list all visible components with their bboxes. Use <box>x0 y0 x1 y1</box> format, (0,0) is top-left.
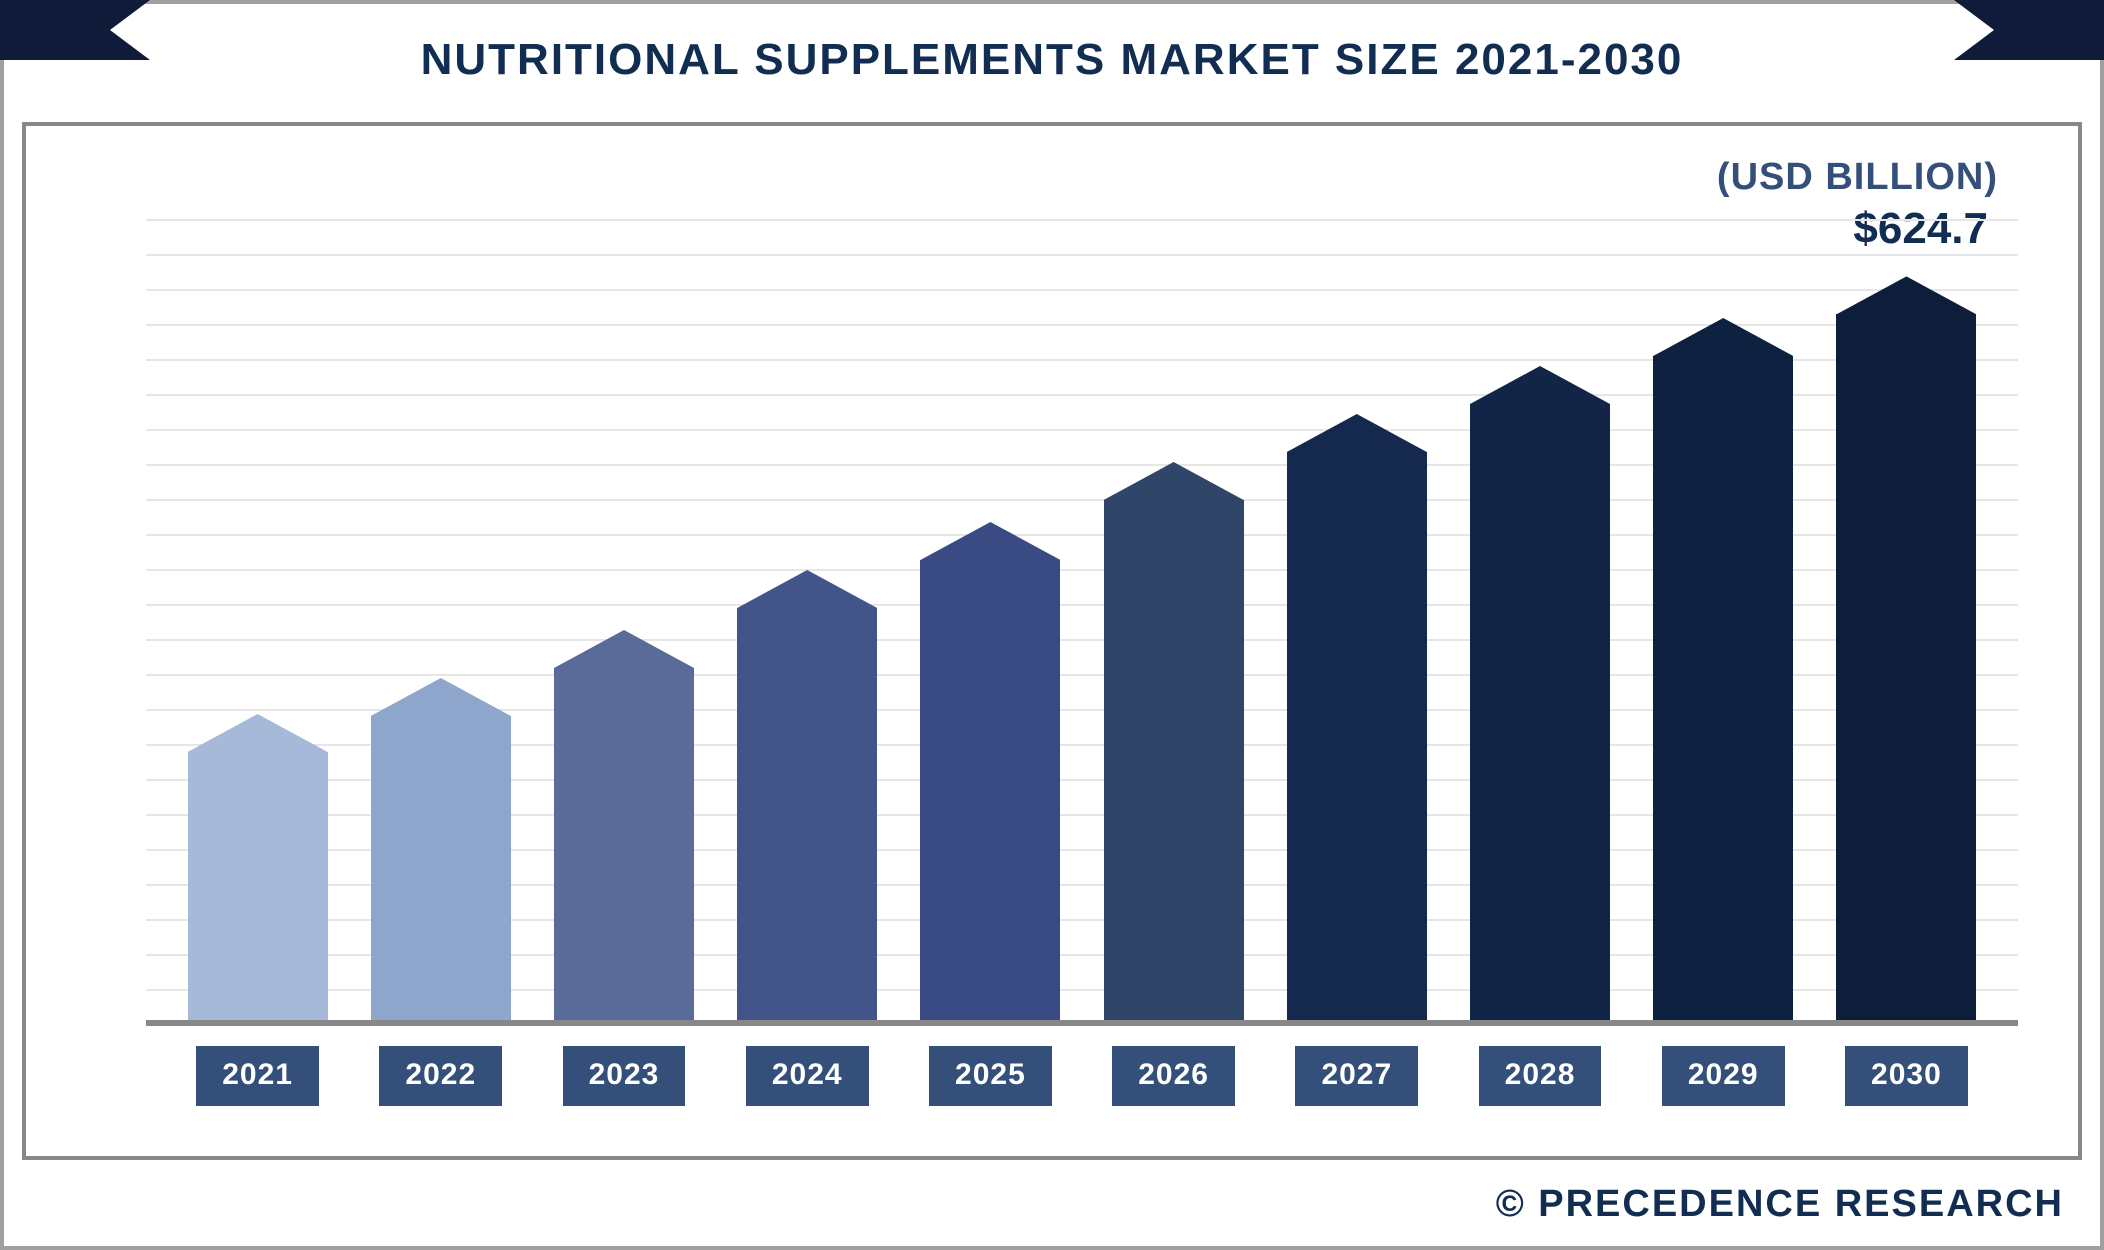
x-axis-label: 2026 <box>1082 1046 1265 1106</box>
x-axis-label: 2027 <box>1265 1046 1448 1106</box>
chart-bar <box>920 522 1060 1026</box>
x-axis-label-box: 2028 <box>1479 1046 1602 1106</box>
bar-cap <box>554 630 694 668</box>
bars-container <box>146 186 2018 1026</box>
x-axis-label-box: 2027 <box>1295 1046 1418 1106</box>
bar-body <box>1287 452 1427 1026</box>
x-axis-label-box: 2026 <box>1112 1046 1235 1106</box>
x-axis-label: 2022 <box>349 1046 532 1106</box>
x-axis-label: 2030 <box>1815 1046 1998 1106</box>
chart-bar <box>1470 366 1610 1026</box>
x-axis-label-box: 2030 <box>1845 1046 1968 1106</box>
plot-area <box>146 186 2018 1026</box>
x-axis-label-box: 2021 <box>196 1046 319 1106</box>
bar-body <box>1470 404 1610 1026</box>
x-axis-label-box: 2029 <box>1662 1046 1785 1106</box>
chart-bar <box>554 630 694 1026</box>
bar-cap <box>1104 462 1244 500</box>
bar-body <box>554 668 694 1026</box>
chart-title: NUTRITIONAL SUPPLEMENTS MARKET SIZE 2021… <box>421 35 1684 85</box>
bar-wrap <box>716 186 899 1026</box>
chart-bar <box>1287 414 1427 1026</box>
copyright-text: © PRECEDENCE RESEARCH <box>1496 1183 2064 1226</box>
x-axis-label: 2023 <box>532 1046 715 1106</box>
x-axis-label: 2029 <box>1632 1046 1815 1106</box>
bar-body <box>1836 314 1976 1026</box>
x-axis-label-box: 2025 <box>929 1046 1052 1106</box>
chart-bar <box>1104 462 1244 1026</box>
bar-body <box>1653 356 1793 1026</box>
bar-body <box>737 608 877 1026</box>
bar-wrap <box>1265 186 1448 1026</box>
chart-bar <box>188 714 328 1026</box>
bar-cap <box>920 522 1060 560</box>
x-axis-label-box: 2023 <box>563 1046 686 1106</box>
bar-cap <box>1287 414 1427 452</box>
bar-cap <box>1470 366 1610 404</box>
x-axis-labels: 2021 2022 2023 2024 2025 2026 2027 2028 2029 2030 <box>146 1046 2018 1106</box>
chart-bar <box>1836 276 1976 1026</box>
title-banner: NUTRITIONAL SUPPLEMENTS MARKET SIZE 2021… <box>0 20 2104 100</box>
bar-wrap <box>532 186 715 1026</box>
bar-wrap <box>1815 186 1998 1026</box>
x-axis-baseline <box>146 1020 2018 1026</box>
bar-wrap <box>1632 186 1815 1026</box>
bar-cap <box>371 678 511 716</box>
bar-wrap <box>166 186 349 1026</box>
bar-cap <box>1836 276 1976 314</box>
chart-bar <box>1653 318 1793 1026</box>
chart-bar <box>737 570 877 1026</box>
bar-body <box>920 560 1060 1026</box>
x-axis-label-box: 2022 <box>379 1046 502 1106</box>
bar-body <box>371 716 511 1026</box>
bar-wrap <box>1448 186 1631 1026</box>
bar-cap <box>1653 318 1793 356</box>
bar-cap <box>737 570 877 608</box>
x-axis-label: 2028 <box>1448 1046 1631 1106</box>
bar-body <box>188 752 328 1026</box>
bar-body <box>1104 500 1244 1026</box>
bar-wrap <box>349 186 532 1026</box>
x-axis-label-box: 2024 <box>746 1046 869 1106</box>
bar-wrap <box>1082 186 1265 1026</box>
bar-cap <box>188 714 328 752</box>
chart-frame: (USD BILLION) $624.7 2021202220232024202… <box>22 122 2082 1160</box>
x-axis-label: 2024 <box>716 1046 899 1106</box>
bar-wrap <box>899 186 1082 1026</box>
x-axis-label: 2025 <box>899 1046 1082 1106</box>
chart-bar <box>371 678 511 1026</box>
x-axis-label: 2021 <box>166 1046 349 1106</box>
